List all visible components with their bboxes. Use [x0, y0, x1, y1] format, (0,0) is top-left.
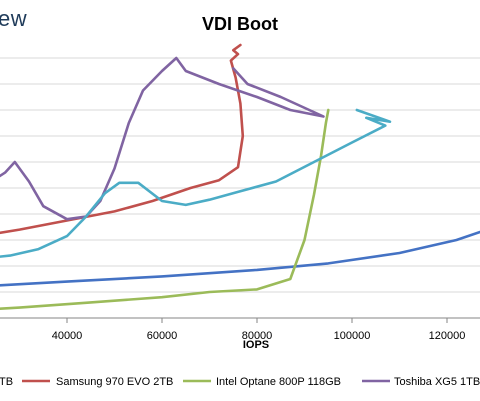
- x-axis-label: IOPS: [243, 339, 269, 351]
- x-tick-label: 120000: [429, 330, 466, 342]
- x-tick-labels: 40000 60000 80000 100000 120000: [52, 330, 466, 342]
- legend: TB Samsung 970 EVO 2TB Intel Optane 800P 1…: [0, 376, 480, 388]
- series-line-toshiba-xg5-1tb: [0, 56, 325, 221]
- brand-logo-text: ew: [0, 6, 28, 31]
- legend-label: Toshiba XG5 1TB: [394, 376, 480, 388]
- series-line-samsung-970-evo-2tb: [0, 43, 245, 235]
- legend-label: Intel Optane 800P 118GB: [216, 376, 341, 388]
- series-line-unlabeled-0: [0, 230, 480, 287]
- series-line-intel-optane-800p-118gb: [0, 108, 330, 310]
- x-tick-label: 100000: [334, 330, 371, 342]
- legend-label-partial: TB: [0, 376, 13, 388]
- legend-label: Samsung 970 EVO 2TB: [56, 376, 173, 388]
- series-line-unlabeled-4: [0, 108, 392, 258]
- x-tick-label: 60000: [147, 330, 178, 342]
- chart-title: VDI Boot: [202, 14, 278, 34]
- x-tick-label: 40000: [52, 330, 83, 342]
- axes: [0, 317, 480, 323]
- x-tick-label: 80000: [242, 330, 273, 342]
- series-group: [0, 43, 480, 310]
